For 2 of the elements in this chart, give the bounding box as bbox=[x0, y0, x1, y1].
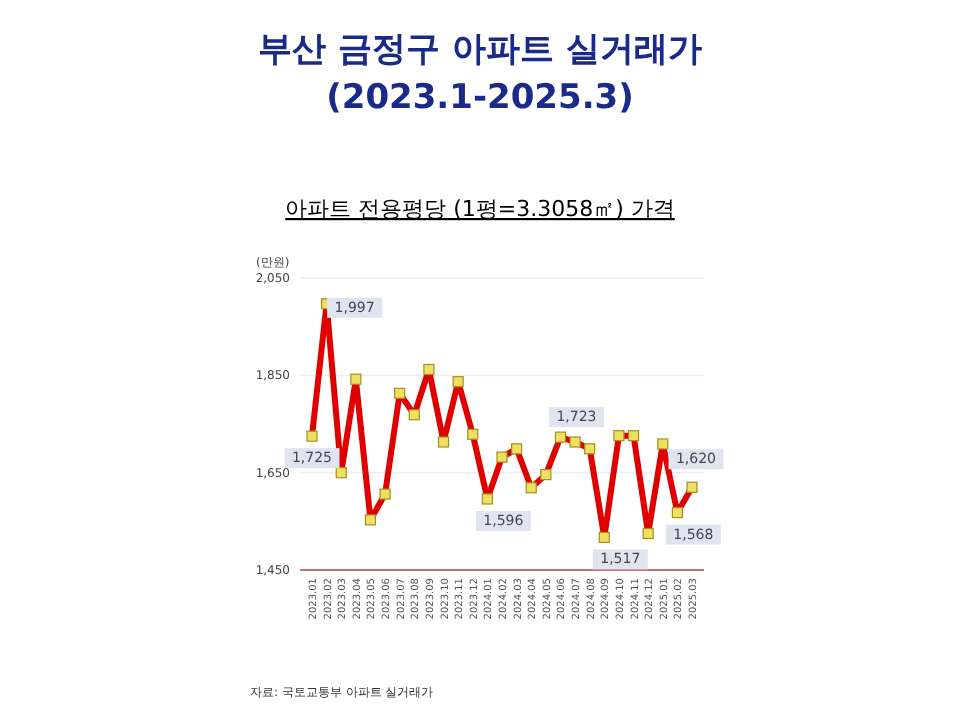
chart-subtitle: 아파트 전용평당 (1평=3.3058㎡) 가격 bbox=[285, 196, 675, 222]
chart-title: 부산 금정구 아파트 실거래가 (2023.1-2025.3) bbox=[258, 30, 702, 118]
